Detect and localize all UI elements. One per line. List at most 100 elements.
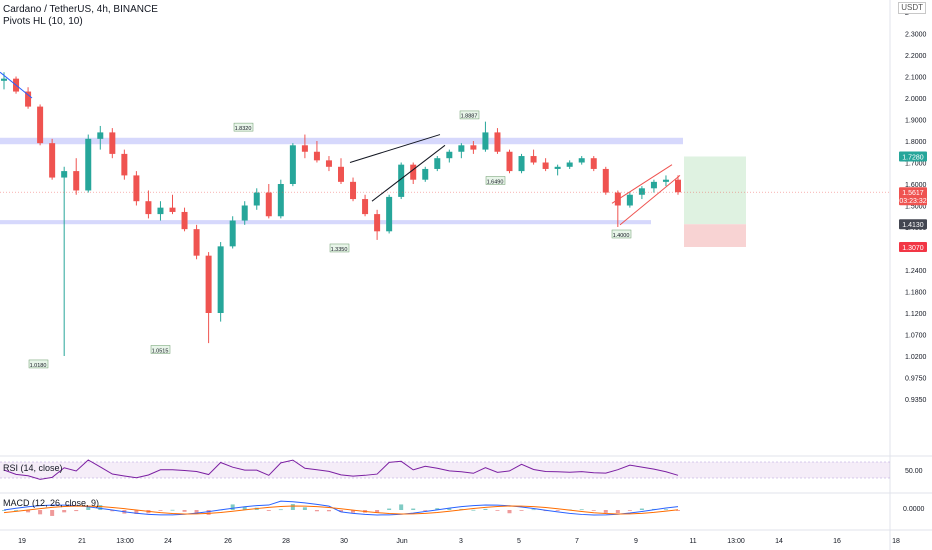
candle-body <box>590 158 597 169</box>
macd-histogram-bar <box>38 510 43 515</box>
time-tick-label: 26 <box>224 538 232 545</box>
macd-histogram-bar <box>507 510 512 514</box>
candle-body <box>482 132 489 150</box>
long-position-stop <box>684 224 746 247</box>
macd-histogram-bar <box>110 510 115 512</box>
time-tick-label: 3 <box>459 538 463 545</box>
candle-body <box>97 132 104 139</box>
candle-body <box>157 207 164 215</box>
macd-histogram-bar <box>266 510 271 511</box>
macd-histogram-bar <box>555 510 560 511</box>
macd-histogram-bar <box>86 507 91 510</box>
macd-histogram-bar <box>14 510 19 511</box>
macd-histogram-bar <box>314 510 319 512</box>
pivot-label: 1.8320 <box>235 126 252 132</box>
time-tick-label: 5 <box>517 538 521 545</box>
macd-histogram-bar <box>615 510 620 514</box>
macd-histogram-bar <box>302 507 307 510</box>
candle-body <box>73 171 80 191</box>
candle-body <box>205 255 212 313</box>
macd-histogram-bar <box>375 510 380 513</box>
chart-title: Cardano / TetherUS, 4h, BINANCE <box>3 4 158 15</box>
rsi-label[interactable]: RSI (14, close) <box>3 463 63 473</box>
pivot-label: 1.4000 <box>613 233 630 239</box>
macd-histogram-bar <box>74 510 79 512</box>
time-tick-label: 14 <box>775 538 783 545</box>
candle-body <box>494 132 501 152</box>
macd-histogram-bar <box>194 510 199 514</box>
candle-body <box>518 156 525 172</box>
candle-body <box>121 153 128 176</box>
candle-body <box>374 214 381 232</box>
price-tick-label: 1.7000 <box>905 161 927 168</box>
candle-body <box>241 205 248 221</box>
candle-body <box>301 145 308 152</box>
signal-line <box>3 505 679 515</box>
macd-histogram-bar <box>278 509 283 511</box>
trendline <box>0 71 33 99</box>
macd-histogram-bar <box>519 510 524 511</box>
candle-body <box>193 229 200 256</box>
macd-histogram-bar <box>423 510 428 511</box>
macd-label[interactable]: MACD (12, 26, close, 9) <box>3 498 100 508</box>
price-tick-label: 1.6000 <box>905 182 927 189</box>
candle-body <box>458 145 465 152</box>
candle-body <box>662 179 669 182</box>
rsi-value: 50.00 <box>905 468 923 475</box>
price-tag-label: 1.7280 <box>902 154 924 161</box>
price-tick-label: 1.8000 <box>905 139 927 146</box>
candle-body <box>181 211 188 230</box>
long-position-target <box>684 156 746 225</box>
candle-body <box>554 166 561 169</box>
candle-body <box>1 78 7 81</box>
macd-histogram-bar <box>531 509 536 511</box>
candle-body <box>109 132 116 154</box>
time-tick-label: 19 <box>18 538 26 545</box>
candle-body <box>253 192 260 206</box>
candle-body <box>470 145 477 150</box>
price-tag-label: 1.3070 <box>902 245 924 252</box>
candle-body <box>37 106 44 144</box>
pivot-label-box <box>459 110 480 120</box>
time-tick-label: 21 <box>78 538 86 545</box>
candle-body <box>578 158 585 163</box>
indicator-label[interactable]: Pivots HL (10, 10) <box>3 16 83 27</box>
macd-histogram-bar <box>591 510 596 511</box>
candle-body <box>422 168 429 180</box>
time-tick-label: 18 <box>892 538 900 545</box>
price-tick-label: 1.9000 <box>905 118 927 125</box>
macd-histogram-bar <box>639 508 644 510</box>
candle-body <box>85 138 92 191</box>
candle-body <box>602 168 609 193</box>
candle-body <box>277 184 284 217</box>
macd-histogram-bar <box>326 510 331 512</box>
price-tag <box>899 195 927 206</box>
candle-body <box>638 188 645 195</box>
candle-body <box>626 194 633 206</box>
price-tag-label: 1.5617 <box>902 190 924 197</box>
candle-body <box>25 91 32 107</box>
macd-histogram-bar <box>339 510 343 512</box>
macd-histogram-bar <box>158 510 163 511</box>
macd-histogram-bar <box>495 510 500 511</box>
pivot-label-box <box>485 176 506 185</box>
price-tick-label: 1.1200 <box>905 311 927 318</box>
candle-body <box>410 164 417 180</box>
macd-histogram-bar <box>483 508 488 510</box>
candle-body <box>362 199 369 215</box>
candle-body <box>145 201 152 215</box>
macd-histogram-bar <box>447 508 452 510</box>
price-tick-label: 0.9350 <box>905 397 927 404</box>
macd-histogram-bar <box>399 504 404 510</box>
macd-histogram-bar <box>663 509 668 511</box>
candle-body <box>446 151 453 159</box>
time-tick-label: 13:00 <box>116 538 134 545</box>
candle-body <box>398 164 405 197</box>
price-tag-label: 03:23:32 <box>899 198 926 205</box>
pivot-label-box <box>611 229 632 239</box>
candle-body <box>49 143 56 178</box>
macd-histogram-bar <box>411 508 416 510</box>
pivot-label-box <box>233 122 254 132</box>
price-tick-label: 1.5000 <box>905 204 927 211</box>
